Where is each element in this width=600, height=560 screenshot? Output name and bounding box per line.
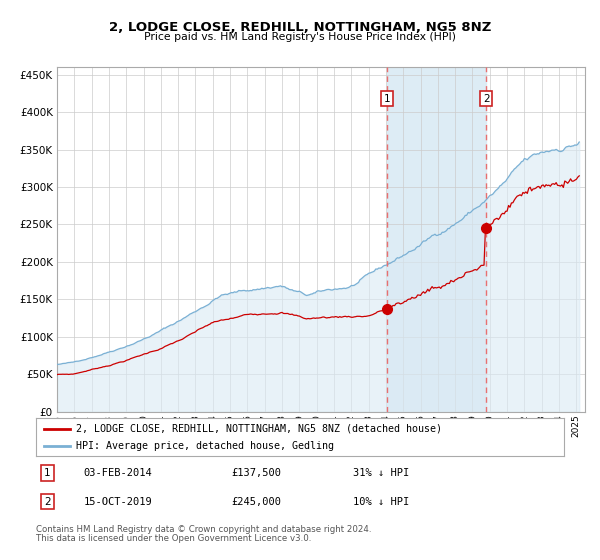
- Text: 10% ↓ HPI: 10% ↓ HPI: [353, 497, 409, 507]
- Text: Contains HM Land Registry data © Crown copyright and database right 2024.: Contains HM Land Registry data © Crown c…: [36, 525, 371, 534]
- Text: 1: 1: [44, 468, 51, 478]
- Bar: [388, 67, 486, 412]
- Text: 15-OCT-2019: 15-OCT-2019: [83, 497, 152, 507]
- Text: £245,000: £245,000: [232, 497, 281, 507]
- Text: 2: 2: [483, 94, 490, 104]
- Text: £137,500: £137,500: [232, 468, 281, 478]
- Text: 1: 1: [384, 94, 391, 104]
- Text: HPI: Average price, detached house, Gedling: HPI: Average price, detached house, Gedl…: [76, 441, 334, 451]
- Text: 2: 2: [44, 497, 51, 507]
- Text: 2, LODGE CLOSE, REDHILL, NOTTINGHAM, NG5 8NZ (detached house): 2, LODGE CLOSE, REDHILL, NOTTINGHAM, NG5…: [76, 423, 442, 433]
- Text: 03-FEB-2014: 03-FEB-2014: [83, 468, 152, 478]
- Text: Price paid vs. HM Land Registry's House Price Index (HPI): Price paid vs. HM Land Registry's House …: [144, 32, 456, 42]
- Text: 31% ↓ HPI: 31% ↓ HPI: [353, 468, 409, 478]
- Text: This data is licensed under the Open Government Licence v3.0.: This data is licensed under the Open Gov…: [36, 534, 311, 543]
- Text: 2, LODGE CLOSE, REDHILL, NOTTINGHAM, NG5 8NZ: 2, LODGE CLOSE, REDHILL, NOTTINGHAM, NG5…: [109, 21, 491, 34]
